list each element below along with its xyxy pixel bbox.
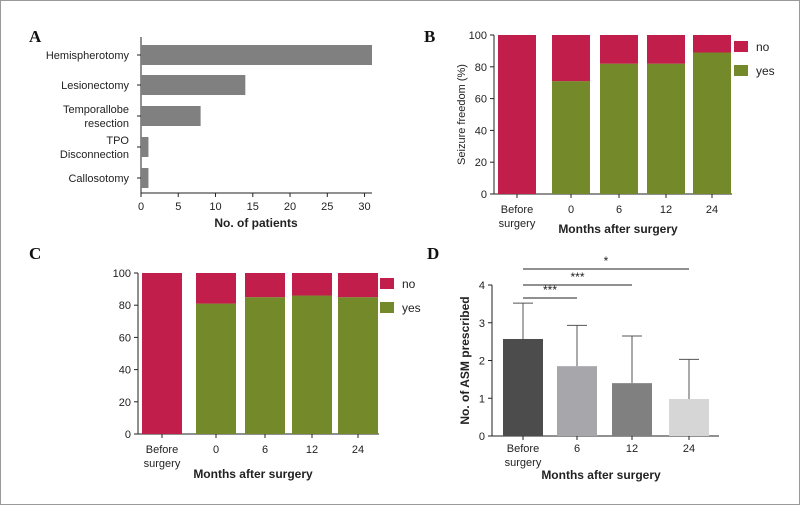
panel-d-category-label: 12 — [626, 443, 638, 455]
panel-b-bar-yes — [647, 63, 685, 195]
panel-c-category-label: 0 — [213, 444, 219, 456]
panel-a-x-tick-label: 25 — [321, 201, 333, 213]
panel-b-category-label: 12 — [660, 204, 672, 216]
panel-c-bar-no — [196, 273, 236, 304]
panel-a-x-tick-label: 15 — [247, 201, 259, 213]
panel-d-y-tick-label: 1 — [479, 393, 485, 405]
panel-c-y-tick-label: 80 — [119, 300, 131, 312]
panel-d-category-label: 24 — [683, 443, 695, 455]
panel-b-legend-swatch-yes — [734, 65, 748, 76]
panel-c-bar-yes — [292, 295, 332, 434]
panel-a-x-tick-label: 30 — [358, 201, 370, 213]
panel-b-bar-no — [693, 35, 731, 53]
panel-d-y-tick-label: 4 — [479, 280, 485, 292]
panel-c-legend-no: no — [402, 277, 416, 291]
panel-b-category-label: Before surgery — [499, 204, 536, 230]
panel-a-x-tick-label: 20 — [284, 201, 296, 213]
panel-c-x-title: Months after surgery — [193, 467, 313, 481]
panel-d-letter: D — [427, 244, 439, 263]
panel-a-x-tick-label: 5 — [175, 201, 181, 213]
panel-b-category-label: 0 — [568, 204, 574, 216]
panel-a-letter: A — [29, 27, 42, 46]
panel-a-bar — [141, 137, 149, 157]
panel-d-category-label: Before surgery — [505, 443, 542, 469]
panel-c-category-label: Before surgery — [144, 444, 181, 470]
panel-b-legend-swatch-no — [734, 41, 748, 52]
panel-b-category-label: 6 — [616, 204, 622, 216]
panel-c-bar-yes — [245, 297, 285, 434]
panel-b-legend-yes: yes — [756, 64, 775, 78]
panel-c-legend-yes: yes — [402, 301, 421, 315]
panel-a-category-label: Callosotomy — [68, 173, 129, 185]
panel-a-bar — [141, 106, 201, 126]
panel-b-bar-no — [552, 35, 590, 82]
panel-c-bar-no — [292, 273, 332, 296]
panel-b-bar-yes — [552, 81, 590, 194]
panel-d-y-tick-label: 2 — [479, 356, 485, 368]
panel-b-bar-yes — [600, 63, 638, 195]
panel-d-significance-label: *** — [543, 283, 557, 297]
panel-b-y-tick-label: 100 — [469, 30, 487, 42]
panel-b-bar-yes — [693, 52, 731, 194]
panel-b-legend-no: no — [756, 40, 770, 54]
panel-b-y-tick-label: 60 — [475, 94, 487, 106]
panel-a-category-label: Temporallobe resection — [63, 104, 129, 130]
panel-d-y-title: No. of ASM prescribed — [458, 296, 472, 424]
panel-b-y-title: Seizure freedom (%) — [456, 64, 468, 165]
panel-b-y-tick-label: 80 — [475, 62, 487, 74]
panel-a-x-tick-label: 10 — [209, 201, 221, 213]
panel-a-category-label: Hemispherotomy — [46, 50, 130, 62]
panel-d-bar — [669, 399, 709, 436]
panel-a-x-tick-label: 0 — [138, 201, 144, 213]
panel-d-significance-label: *** — [570, 270, 584, 284]
panel-b-x-title: Months after surgery — [558, 222, 678, 236]
panel-a-x-title: No. of patients — [214, 216, 298, 230]
panel-c-legend-swatch-yes — [380, 302, 394, 313]
panel-b-bar-no — [498, 35, 536, 194]
panel-c-category-label: 12 — [306, 444, 318, 456]
panel-c-bar-no — [338, 273, 378, 298]
panel-b-bar-no — [600, 35, 638, 64]
panel-c-y-tick-label: 20 — [119, 397, 131, 409]
panel-c-bar-no — [245, 273, 285, 298]
panel-c-category-label: 6 — [262, 444, 268, 456]
panel-b-category-label: 24 — [706, 204, 718, 216]
panel-a-category-label: TPO Disconnection — [60, 135, 130, 161]
panel-d-bar — [612, 383, 652, 436]
panel-c-letter: C — [29, 244, 41, 263]
panel-a-bar — [141, 168, 149, 188]
panel-c-bar-yes — [338, 297, 378, 434]
panel-d-significance-label: * — [604, 254, 609, 268]
panel-c-bar-no — [142, 273, 182, 434]
panel-c-bar-yes — [196, 303, 236, 434]
panel-d-y-tick-label: 3 — [479, 318, 485, 330]
panel-b-y-tick-label: 40 — [475, 125, 487, 137]
panel-d-x-title: Months after surgery — [541, 468, 661, 482]
panel-c-legend-swatch-no — [380, 278, 394, 289]
panel-a-bar — [141, 75, 246, 95]
panel-c-y-tick-label: 40 — [119, 365, 131, 377]
panel-c-category-label: 24 — [352, 444, 364, 456]
panel-c-y-tick-label: 60 — [119, 332, 131, 344]
panel-b-y-tick-label: 0 — [481, 189, 487, 201]
panel-d-category-label: 6 — [574, 443, 580, 455]
panel-d-bar — [503, 338, 543, 436]
panel-b-y-tick-label: 20 — [475, 157, 487, 169]
panel-b-bar-no — [647, 35, 685, 64]
panel-d-bar — [557, 366, 597, 436]
panel-a-category-label: Lesionectomy — [61, 80, 129, 92]
panel-b-letter: B — [424, 27, 435, 46]
panel-c-y-tick-label: 0 — [125, 429, 131, 441]
panel-a-bar — [141, 45, 372, 65]
panel-d-y-tick-label: 0 — [479, 431, 485, 443]
panel-c-y-tick-label: 100 — [113, 268, 131, 280]
